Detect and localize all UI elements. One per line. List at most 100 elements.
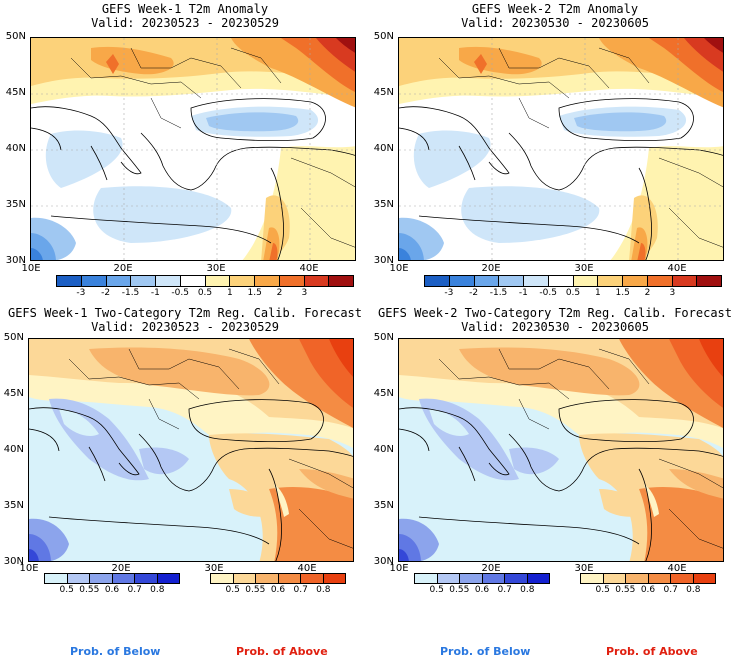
colorbar-tick-label: 0.7	[293, 585, 308, 595]
anomaly-map	[30, 37, 356, 261]
panel-valid-dates: Valid: 20230530 - 20230605	[461, 16, 649, 30]
prob-above-label: Prob. of Above	[236, 645, 328, 658]
lon-label: 10E	[21, 263, 41, 274]
colorbar-swatch	[255, 276, 280, 286]
probability-field	[29, 339, 353, 561]
panel-title: GEFS Week-2 T2m Anomaly	[471, 2, 639, 16]
lat-label: 40N	[3, 444, 24, 455]
colorbar-swatch	[482, 574, 505, 583]
colorbar-swatch	[505, 574, 528, 583]
colorbar-swatch	[626, 574, 649, 583]
colorbar-swatch	[90, 574, 113, 583]
colorbar-swatch	[672, 276, 698, 286]
colorbar-tick-label: -1.5	[121, 288, 140, 298]
probability-map	[28, 338, 354, 562]
colorbar-tick-label: -2	[469, 288, 479, 298]
colorbar-swatch	[135, 574, 158, 583]
colorbar-tick-label: 2	[644, 288, 651, 298]
lat-label: 40N	[373, 143, 394, 154]
lat-label: 50N	[3, 332, 24, 343]
lat-label: 30N	[5, 255, 26, 266]
colorbar-swatch	[415, 574, 438, 583]
panel-title: GEFS Week-1 Two-Category T2m Reg. Calib.…	[7, 306, 362, 320]
colorbar-tick-label: -3	[76, 288, 86, 298]
lat-label: 50N	[373, 31, 394, 42]
prob-above-label: Prob. of Above	[606, 645, 698, 658]
lon-label: 10E	[389, 563, 409, 574]
lat-label: 30N	[373, 255, 394, 266]
lat-label: 50N	[373, 332, 394, 343]
colorbar-swatch	[323, 574, 345, 583]
colorbar-tick-label: -0.5	[171, 288, 189, 298]
colorbar-swatch	[437, 574, 460, 583]
colorbar-tick-label: -1.5	[489, 288, 508, 298]
lat-label: 45N	[3, 388, 24, 399]
colorbar-tick-label: 1.5	[615, 288, 630, 298]
colorbar-tick-label: 0.7	[663, 585, 678, 595]
colorbar-tick-label: 0.5	[429, 585, 444, 595]
colorbar-tick-label: -1	[518, 288, 528, 298]
probability-field	[399, 339, 723, 561]
colorbar-tick-label: -1	[150, 288, 160, 298]
lat-label: 45N	[373, 87, 394, 98]
colorbar-swatch	[112, 574, 135, 583]
lat-label: 35N	[373, 199, 394, 210]
lon-label: 30E	[574, 563, 594, 574]
colorbar-swatch	[211, 574, 234, 583]
colorbar-tick-label: 3	[301, 288, 308, 298]
colorbar-tick-label: 0.8	[150, 585, 165, 595]
colorbar-swatch	[106, 276, 132, 286]
lon-label: 40E	[297, 563, 317, 574]
lat-label: 40N	[5, 143, 26, 154]
colorbar-swatch	[548, 276, 574, 286]
colorbar-swatch	[131, 276, 156, 286]
colorbar-tick-label: 0.8	[316, 585, 331, 595]
lat-label: 30N	[3, 556, 24, 567]
lon-label: 30E	[574, 263, 594, 274]
above-colorbar	[210, 573, 346, 584]
colorbar-swatch	[648, 574, 671, 583]
colorbar-tick-label: 0.8	[686, 585, 701, 595]
colorbar-tick-label: 0.5	[565, 288, 581, 298]
colorbar-swatch	[449, 276, 475, 286]
colorbar-swatch	[278, 574, 301, 583]
anomaly-map	[398, 37, 724, 261]
colorbar-swatch	[499, 276, 524, 286]
panel-valid-dates: Valid: 20230530 - 20230605	[461, 320, 649, 334]
colorbar-swatch	[647, 276, 673, 286]
colorbar-tick-label: 0.55	[245, 585, 266, 595]
colorbar-tick-label: 2	[276, 288, 283, 298]
colorbar-swatch	[697, 276, 721, 286]
lat-label: 50N	[5, 31, 26, 42]
colorbar-swatch	[304, 276, 330, 286]
panel-week1-anomaly: GEFS Week-1 T2m Anomaly Valid: 20230523 …	[0, 0, 370, 300]
colorbar-tick-label: 0.6	[640, 585, 656, 595]
panel-week1-probability: GEFS Week-1 Two-Category T2m Reg. Calib.…	[0, 300, 370, 662]
prob-below-label: Prob. of Below	[440, 645, 531, 658]
colorbar-swatch	[67, 574, 90, 583]
colorbar-swatch	[524, 276, 549, 286]
colorbar-tick-label: 0.7	[497, 585, 512, 595]
colorbar-swatch	[205, 276, 231, 286]
colorbar-swatch	[573, 276, 599, 286]
lon-label: 30E	[206, 263, 226, 274]
anomaly-colorbar	[56, 275, 354, 287]
lon-label: 20E	[111, 563, 131, 574]
lon-label: 10E	[19, 563, 39, 574]
colorbar-swatch	[329, 276, 353, 286]
below-colorbar	[414, 573, 550, 584]
colorbar-tick-label: 0.7	[127, 585, 142, 595]
anomaly-field	[31, 38, 355, 260]
lon-label: 20E	[113, 263, 133, 274]
lat-label: 45N	[5, 87, 26, 98]
lat-label: 30N	[373, 556, 394, 567]
colorbar-tick-label: -0.5	[539, 288, 557, 298]
colorbar-swatch	[474, 276, 500, 286]
lon-label: 20E	[481, 563, 501, 574]
colorbar-tick-label: -2	[101, 288, 111, 298]
colorbar-tick-label: 1	[594, 288, 601, 298]
colorbar-tick-label: 1.5	[247, 288, 262, 298]
colorbar-swatch	[301, 574, 324, 583]
lat-label: 35N	[3, 500, 24, 511]
colorbar-tick-label: 0.6	[270, 585, 286, 595]
